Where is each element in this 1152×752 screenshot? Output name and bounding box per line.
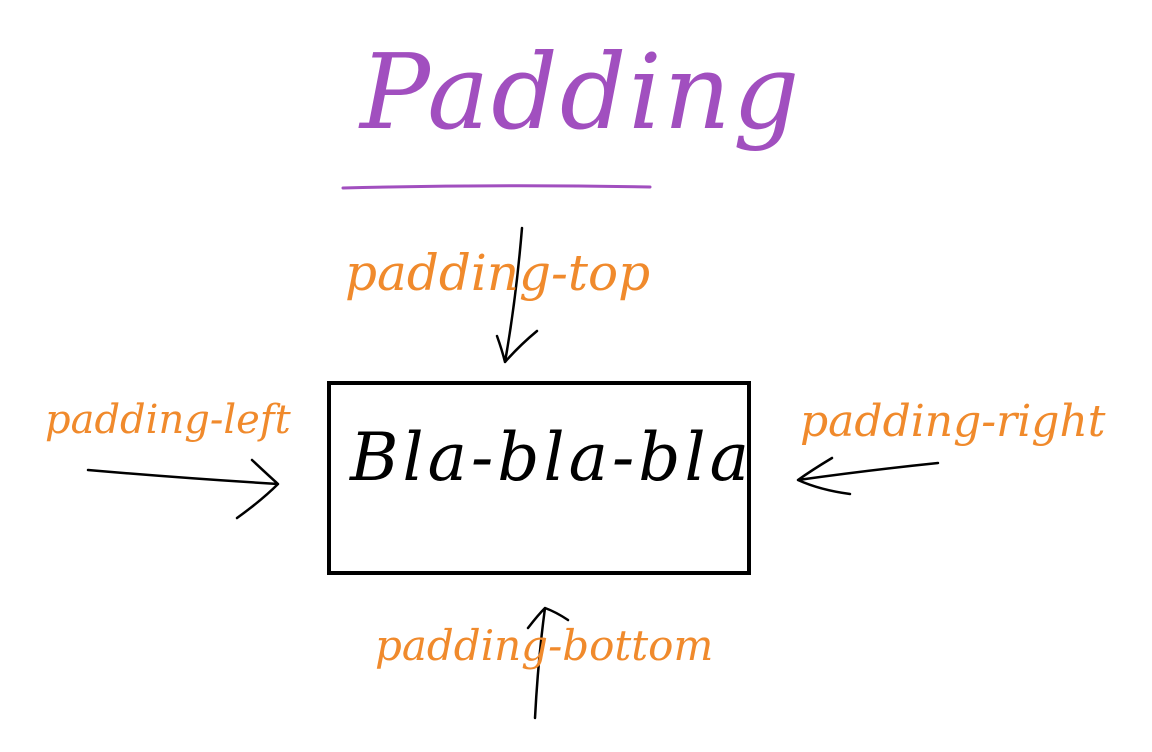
content-text: Bla-bla-bla [350,419,753,496]
arrow-down-icon [495,226,539,364]
label-padding-right: padding-right [800,396,1106,447]
arrow-up-icon [526,606,570,720]
label-padding-top: padding-top [345,244,651,302]
content-box [327,381,751,575]
label-padding-bottom: padding-bottom [375,621,714,670]
label-padding-left: padding-left [45,397,291,443]
arrow-left-icon [796,456,940,496]
title-underline [341,184,652,190]
arrow-right-icon [86,458,280,520]
diagram-title: Padding [360,31,802,153]
